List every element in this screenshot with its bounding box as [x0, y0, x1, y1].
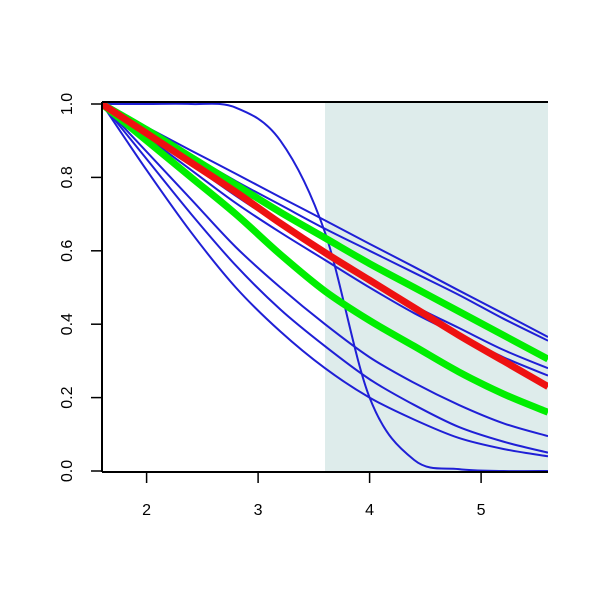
shaded-region — [325, 102, 548, 473]
y-tick-label: 0.4 — [59, 313, 76, 335]
y-tick-label: 0.0 — [59, 460, 76, 482]
y-tick-label: 1.0 — [59, 93, 76, 115]
x-tick-label: 2 — [142, 502, 151, 519]
curve — [102, 103, 548, 338]
plot-lines — [102, 102, 548, 473]
curve — [102, 102, 548, 363]
curve — [102, 103, 548, 438]
y-tick-label: 0.2 — [59, 386, 76, 408]
y-tick-label: 0.6 — [59, 240, 76, 262]
y-tick-label: 0.8 — [59, 166, 76, 188]
curve — [102, 102, 548, 390]
curve — [102, 103, 548, 458]
curve — [102, 102, 548, 416]
x-tick-label: 4 — [365, 502, 374, 519]
x-tick-label: 3 — [254, 502, 263, 519]
x-tick-label: 5 — [477, 502, 486, 519]
curve — [102, 103, 548, 454]
